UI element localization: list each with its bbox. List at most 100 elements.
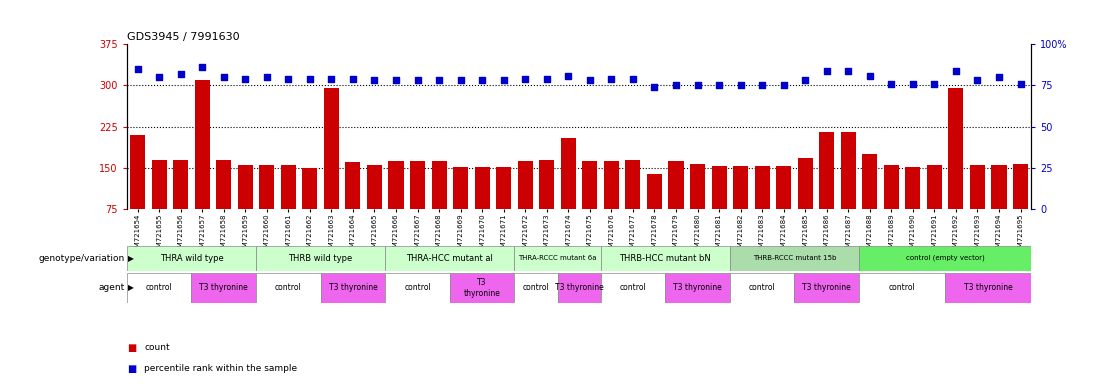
Bar [195,80,210,251]
Text: control (empty vector): control (empty vector) [906,255,985,262]
Point [688,83,706,89]
Bar [859,246,1031,271]
Text: ▶: ▶ [128,254,133,263]
Point [882,81,900,87]
Point [236,76,254,82]
Bar [324,88,339,251]
Bar [367,165,382,251]
Point [279,76,297,82]
Bar [474,167,490,251]
Bar [646,174,662,251]
Bar [582,161,598,251]
Bar [668,161,684,251]
Point [215,74,233,80]
Bar [601,246,730,271]
Text: T3 thyronine: T3 thyronine [200,283,248,293]
Bar [777,166,791,251]
Point [818,68,836,74]
Bar [514,246,601,271]
Bar [927,165,942,251]
Point [861,73,879,79]
Bar [431,161,447,251]
Text: T3
thyronine: T3 thyronine [463,278,501,298]
Text: THRA wild type: THRA wild type [160,254,223,263]
Point [516,76,534,82]
Bar [514,273,557,303]
Point [495,78,513,84]
Point [129,66,147,72]
Point [1011,81,1029,87]
Bar [259,165,275,251]
Point [150,74,168,80]
Text: control: control [523,283,549,293]
Text: THRB-RCCC mutant 15b: THRB-RCCC mutant 15b [752,255,836,261]
Bar [949,88,964,251]
Bar [840,132,856,251]
Bar [281,165,296,251]
Bar [797,158,813,251]
Bar [863,154,877,251]
Point [301,76,319,82]
Bar [601,273,665,303]
Text: ▶: ▶ [128,283,133,293]
Point [645,84,663,90]
Text: T3 thyronine: T3 thyronine [964,283,1013,293]
Bar [820,132,834,251]
Bar [970,165,985,251]
Bar [665,273,730,303]
Point [344,76,362,82]
Bar [385,246,514,271]
Bar [1013,164,1028,251]
Point [667,83,685,89]
Text: THRA-RCCC mutant 6a: THRA-RCCC mutant 6a [518,255,597,261]
Bar [388,161,404,251]
Bar [496,167,511,251]
Bar [859,273,945,303]
Bar [453,167,468,251]
Point [258,74,276,80]
Text: T3 thyronine: T3 thyronine [329,283,377,293]
Bar [690,164,705,251]
Bar [730,246,859,271]
Bar [216,160,232,251]
Text: genotype/variation: genotype/variation [39,254,125,263]
Bar [127,246,256,271]
Text: THRA-HCC mutant al: THRA-HCC mutant al [406,254,493,263]
Point [473,78,491,84]
Text: control: control [146,283,172,293]
Bar [794,273,859,303]
Point [904,81,922,87]
Text: THRB-HCC mutant bN: THRB-HCC mutant bN [620,254,711,263]
Bar [625,160,641,251]
Point [387,78,405,84]
Text: control: control [275,283,302,293]
Text: THRB wild type: THRB wild type [289,254,353,263]
Bar [410,161,425,251]
Bar [517,161,533,251]
Bar [560,138,576,251]
Bar [450,273,514,303]
Bar [345,162,361,251]
Bar [557,273,601,303]
Bar [754,166,770,251]
Bar [151,160,167,251]
Point [452,78,470,84]
Point [796,78,814,84]
Bar [906,167,920,251]
Point [409,78,427,84]
Point [172,71,190,77]
Bar [130,135,146,251]
Bar [730,273,794,303]
Text: count: count [144,343,170,352]
Point [366,78,384,84]
Bar [256,246,385,271]
Bar [711,166,727,251]
Bar [238,165,253,251]
Bar [173,160,189,251]
Text: agent: agent [98,283,125,293]
Bar [321,273,385,303]
Point [753,83,771,89]
Point [322,76,340,82]
Bar [992,165,1007,251]
Bar [733,166,748,251]
